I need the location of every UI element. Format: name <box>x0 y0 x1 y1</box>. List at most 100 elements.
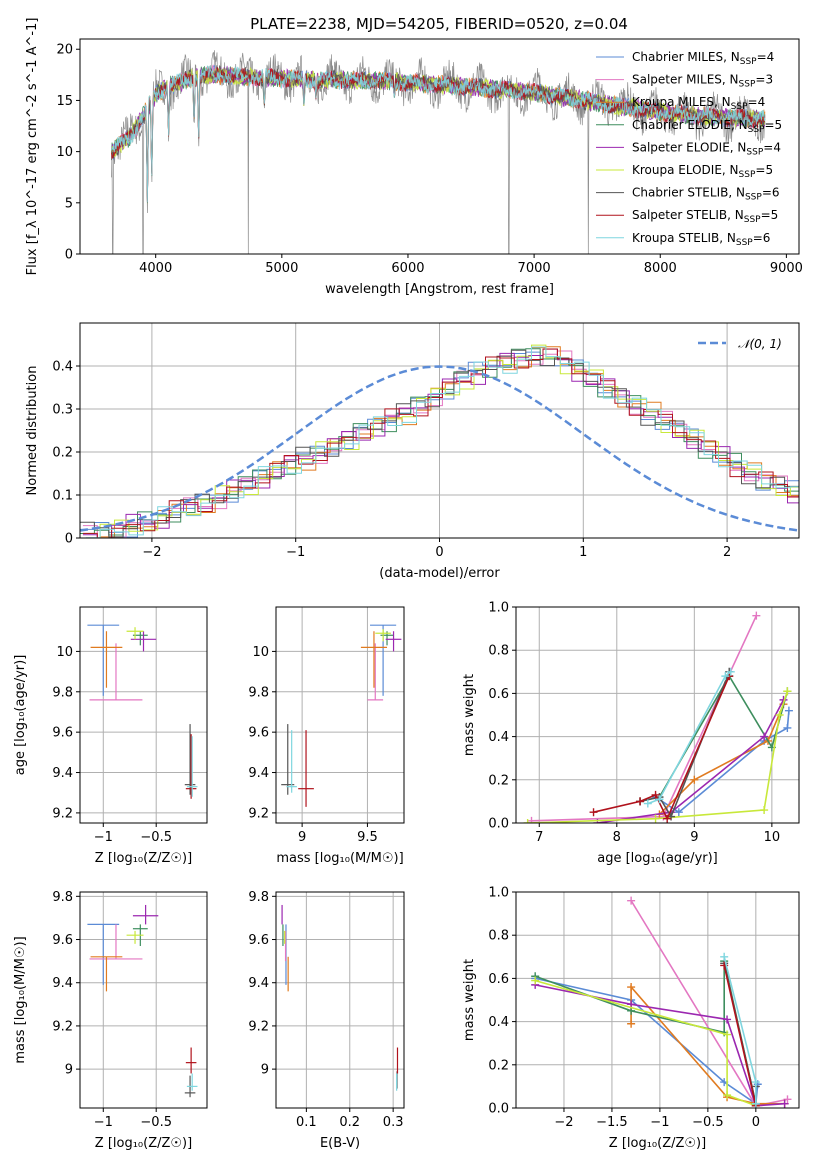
legend-label: Salpeter STELIB, N <box>632 208 744 222</box>
y-tick-label: 0.2 <box>488 773 509 788</box>
weight-marker <box>523 819 532 823</box>
legend-subscript: SSP <box>748 125 765 135</box>
y-tick-label: 9.6 <box>248 933 269 948</box>
x-tick-label: 0 <box>752 1115 760 1130</box>
y-tick-label: 9.8 <box>52 685 73 700</box>
data-point <box>281 724 295 795</box>
legend-entry: Kroupa ELODIE, NSSP=5 <box>632 163 773 180</box>
legend-subscript: SSP <box>740 57 757 67</box>
spectrum-ylabel: Flux [f_λ 10^-17 erg cm^-2 s^-1 A^-1] <box>25 18 40 276</box>
histogram-step-line <box>80 349 799 538</box>
x-tick-label: 0.3 <box>383 1115 404 1130</box>
data-point <box>87 624 120 696</box>
x-tick-label: 10 <box>764 830 781 845</box>
weight-marker <box>636 797 645 806</box>
mass-vs-ebv-axes: 0.1 0.2 0.3 9 9.2 9.4 9.6 9.8 E(B-V) <box>248 890 404 1151</box>
x-tick-label: 7 <box>535 830 543 845</box>
weight-marker <box>760 806 769 815</box>
model-spectrum-line <box>111 67 766 203</box>
y-tick-label: 9 <box>261 1063 269 1078</box>
weight-marker <box>780 1099 789 1108</box>
histogram-step-line <box>85 346 799 538</box>
y-tick-label: 0.8 <box>488 644 509 659</box>
weight-vs-Z-axes: −2 −1.5 −1 −0.5 0 0.0 0.2 0.4 0.6 0.8 1.0 Z [log₁₀(… <box>462 886 799 1151</box>
weight-vs-Z-ylabel: mass weight <box>462 959 477 1041</box>
weight-series-line <box>630 900 788 1107</box>
residual-histograms <box>80 344 799 538</box>
data-point <box>186 736 198 797</box>
mass-vs-Z-ylabel: mass [log₁₀(M/M☉)] <box>13 936 28 1063</box>
y-tick-label: 9.8 <box>248 890 269 905</box>
legend-subscript: SSP <box>731 102 748 112</box>
y-tick-label: 0.0 <box>488 817 509 832</box>
age-vs-Z-ylabel: age [log₁₀(age/yr)] <box>13 655 28 776</box>
weight-marker <box>783 723 792 732</box>
age-vs-Z-points <box>87 624 198 799</box>
weight-marker <box>720 952 729 961</box>
x-tick-label: 9 <box>690 830 698 845</box>
residuals-frame <box>79 322 800 539</box>
weight-vs-Z-lines <box>531 896 792 1108</box>
x-tick-label: 7000 <box>518 261 551 276</box>
y-tick-label: 0.8 <box>488 929 509 944</box>
data-point <box>87 923 120 985</box>
y-tick-label: 9.8 <box>52 890 73 905</box>
x-tick-label: 9.5 <box>357 830 378 845</box>
mass-vs-ebv-xlabel: E(B-V) <box>320 1136 360 1151</box>
mass-vs-ebv-points <box>281 904 399 1091</box>
y-tick-label: 9.4 <box>52 976 73 991</box>
weight-marker <box>651 814 660 823</box>
legend-entry: Salpeter STELIB, NSSP=5 <box>632 208 778 225</box>
data-point <box>90 956 123 992</box>
legend-value: =4 <box>763 140 781 154</box>
y-tick-label: 10 <box>56 145 73 160</box>
y-tick-label: 5 <box>65 196 73 211</box>
y-tick-label: 9.4 <box>248 976 269 991</box>
y-tick-label: 1.0 <box>488 601 509 616</box>
data-point <box>286 730 297 793</box>
age-vs-mass-xlabel: mass [log₁₀(M/M☉)] <box>276 851 403 866</box>
histogram-step-line <box>82 348 799 538</box>
weight-series-line <box>647 671 732 805</box>
x-tick-label: −0.5 <box>140 830 172 845</box>
y-tick-label: 10 <box>252 645 269 660</box>
weight-vs-age-axes: 7 8 9 10 0.0 0.2 0.4 0.6 0.8 1.0 age [log₁₀(age/yr… <box>462 601 799 866</box>
legend-subscript: SSP <box>744 215 761 225</box>
data-point <box>90 631 123 688</box>
x-tick-label: 1 <box>579 545 587 560</box>
age-vs-Z-axes: −1 −0.5 9.2 9.4 9.6 9.8 10 Z [log₁₀(Z/Z☉)] age [… <box>13 607 207 866</box>
weight-marker <box>627 983 636 992</box>
weight-marker <box>643 799 652 808</box>
x-tick-label: −1 <box>94 830 113 845</box>
y-tick-label: 10 <box>56 645 73 660</box>
histogram-step-line <box>82 348 799 538</box>
spectrum-xlabel: wavelength [Angstrom, rest frame] <box>325 282 554 297</box>
y-tick-label: 9.6 <box>52 726 73 741</box>
data-point <box>126 930 144 944</box>
y-tick-label: 0.2 <box>488 1058 509 1073</box>
y-tick-label: 9.6 <box>52 933 73 948</box>
legend-subscript: SSP <box>736 238 753 248</box>
legend-label: Chabrier MILES, N <box>632 50 740 64</box>
legend-label: Salpeter MILES, N <box>632 73 739 87</box>
data-point <box>185 1047 197 1074</box>
legend-value: =3 <box>755 73 773 87</box>
x-tick-label: −0.5 <box>692 1115 724 1130</box>
legend-label: Kroupa MILES, N <box>632 95 731 109</box>
age-vs-mass-frame <box>275 606 405 824</box>
weight-marker <box>651 790 660 799</box>
weight-marker <box>783 687 792 696</box>
x-tick-label: 0.2 <box>339 1115 360 1130</box>
y-tick-label: 9 <box>65 1063 73 1078</box>
weight-marker <box>663 814 672 823</box>
x-tick-label: 4000 <box>139 261 172 276</box>
y-tick-label: 9.8 <box>248 685 269 700</box>
age-vs-Z-frame <box>79 606 208 824</box>
data-point <box>375 629 391 642</box>
y-tick-label: 0.4 <box>488 1015 509 1030</box>
weight-vs-age-ylabel: mass weight <box>462 674 477 756</box>
legend-subscript: SSP <box>739 170 756 180</box>
legend-value: =4 <box>748 95 766 109</box>
